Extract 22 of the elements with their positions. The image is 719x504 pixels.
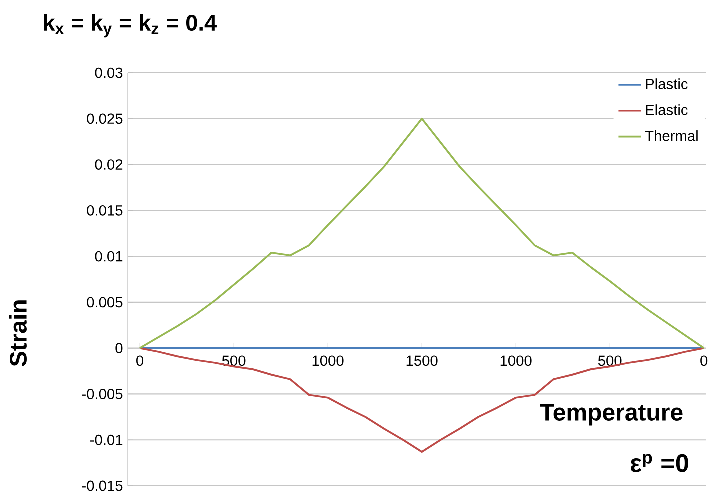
y-tick-label: -0.005 (82, 389, 123, 400)
x-tick-label: 1500 (406, 356, 438, 366)
y-tick-label: -0.01 (90, 434, 123, 446)
legend-label: Thermal (645, 130, 698, 142)
y-tick-label: 0.015 (87, 205, 123, 216)
legend-label: Elastic (646, 104, 688, 116)
x-tick-label: 0 (136, 356, 144, 366)
annotation: ε$^{p}$ =0 (630, 454, 688, 472)
legend-label: Plastic (646, 78, 688, 90)
y-tick-label: 0.02 (95, 160, 123, 170)
x-tick-label: 0 (700, 356, 708, 366)
chart-title: k$_{x}$ = k$_{y}$ = k$_{z}$ = 0.4 (44, 14, 217, 38)
x-tick-label: 1000 (500, 356, 532, 366)
x-axis-title: Temperature (540, 404, 683, 426)
x-tick-label: 1000 (312, 356, 344, 366)
y-tick-label: -0.015 (82, 480, 123, 492)
y-axis-title: Strain (9, 300, 27, 366)
y-tick-label: 0.03 (95, 68, 123, 78)
y-tick-label: 0.025 (87, 114, 123, 124)
y-tick-label: 0.005 (87, 297, 123, 308)
y-tick-label: 0 (116, 343, 123, 354)
y-tick-label: 0.01 (95, 251, 123, 262)
